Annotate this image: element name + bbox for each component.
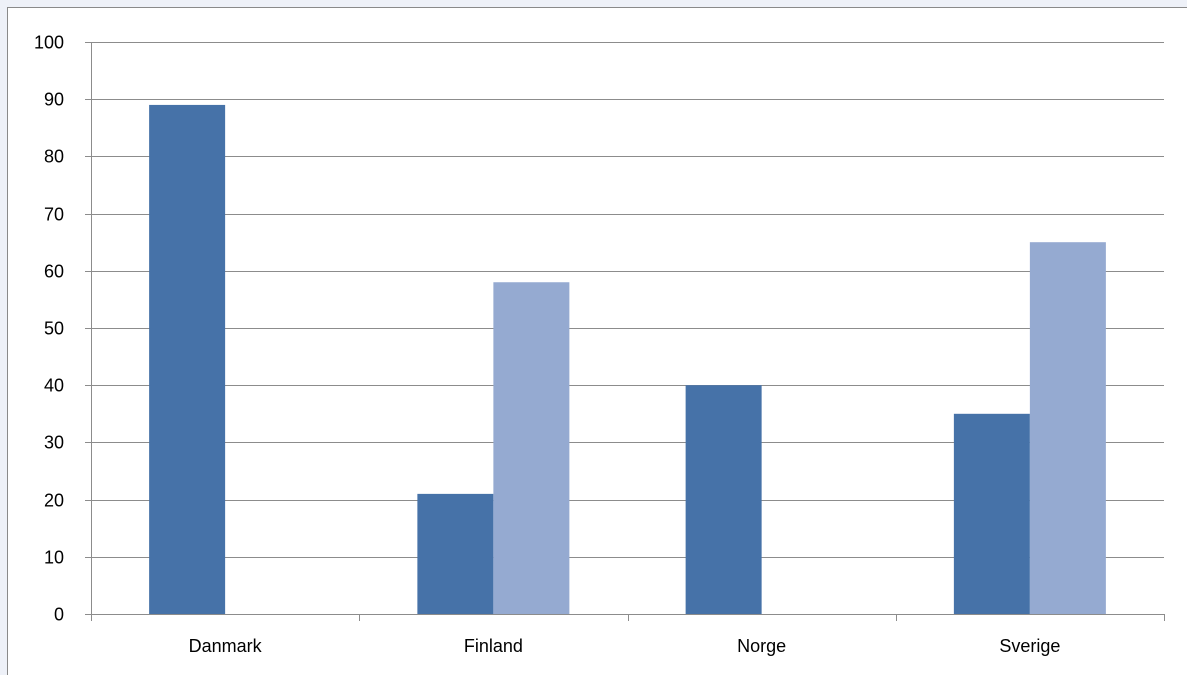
bar-danmark-series-1 — [149, 104, 226, 615]
x-tick-label-norge: Norge — [737, 636, 786, 656]
y-tick-label: 40 — [44, 376, 64, 396]
bar-norge-series-1 — [685, 385, 762, 614]
x-tick-label-danmark: Danmark — [189, 636, 263, 656]
y-tick-label: 10 — [44, 548, 64, 568]
bar-finland-series-1 — [417, 493, 494, 614]
y-tick-label: 0 — [54, 605, 64, 625]
y-tick-label: 60 — [44, 262, 64, 282]
y-tick-label: 30 — [44, 433, 64, 453]
y-tick-labels: 0 10 20 30 40 50 60 70 80 90 100 — [34, 33, 64, 625]
axes — [85, 42, 1165, 621]
y-tick-label: 80 — [44, 147, 64, 167]
x-tick-label-finland: Finland — [464, 636, 523, 656]
y-tick-label: 50 — [44, 319, 64, 339]
y-tick-label: 90 — [44, 90, 64, 110]
bar-sverige-series-1 — [953, 413, 1030, 614]
x-tick-labels: Danmark Finland Norge Sverige — [189, 636, 1061, 656]
y-tick-label: 20 — [44, 491, 64, 511]
x-tick-label-sverige: Sverige — [999, 636, 1060, 656]
bar-finland-series-2 — [493, 282, 570, 614]
y-tick-label: 100 — [34, 33, 64, 53]
y-tick-label: 70 — [44, 205, 64, 225]
bar-sverige-series-2 — [1029, 242, 1106, 614]
bars — [149, 104, 1106, 615]
